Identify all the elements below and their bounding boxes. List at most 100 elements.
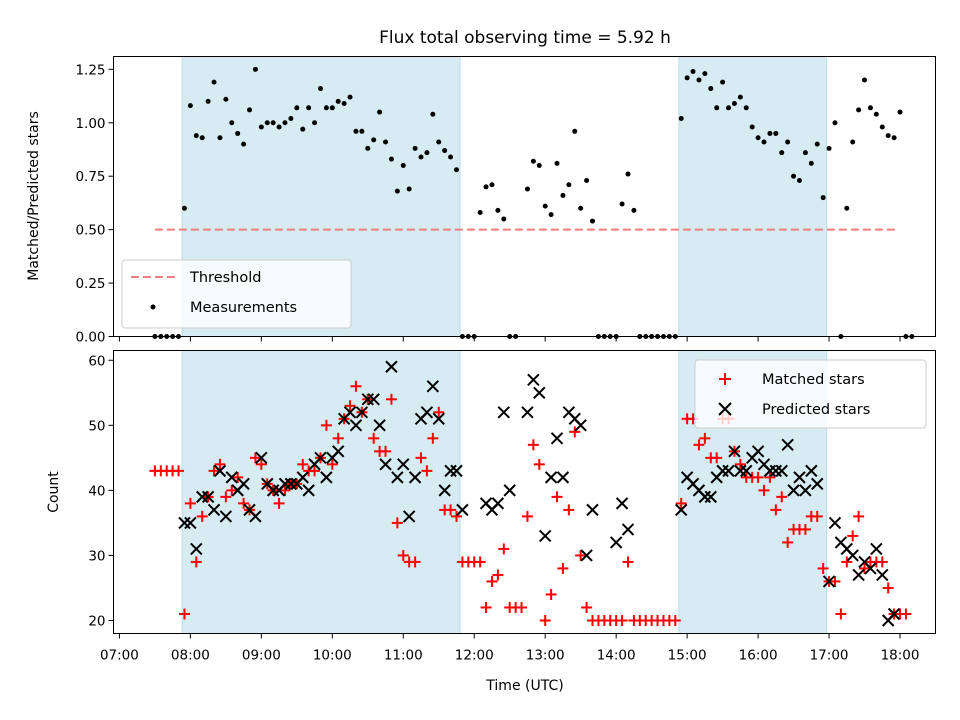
measurement-point [696,77,702,83]
y-tick-label: 0.00 [75,330,105,346]
predicted-star-point [491,497,505,510]
matched-star-point [533,458,545,470]
legend-predicted-swatch [718,402,732,416]
matched-star-point [758,484,770,496]
predicted-star-point [219,510,233,523]
matched-star-point [817,562,829,574]
measurement-point [560,192,566,198]
predicted-star-point [213,464,227,478]
measurement-point [791,173,797,179]
measurement-point [193,133,199,139]
measurement-point [247,107,253,113]
predicted-star-point [284,477,298,491]
measurement-point [619,201,625,207]
measurement-point [359,128,365,134]
predicted-star-point [195,490,209,504]
predicted-star-point [734,464,747,478]
matched-star-point [320,419,332,431]
bottom-legend-box [694,359,927,429]
measurement-point [548,212,554,218]
measurement-point [625,171,631,177]
predicted-star-point [379,458,392,471]
matched-star-point [699,432,711,444]
measurement-point [199,135,205,141]
x-tick-label: 07:00 [100,648,139,664]
predicted-star-point [361,393,374,406]
predicted-star-point [249,510,262,523]
matched-star-point [190,556,202,568]
y-tick-label: 1.00 [75,116,105,132]
predicted-star-point [343,406,357,419]
matched-star-point [859,562,871,574]
measurement-point [897,109,903,115]
predicted-star-point [876,568,889,582]
measurement-point [223,96,229,102]
matched-star-point [527,439,539,451]
matched-star-point [208,465,220,477]
legend-matched-label: Matched stars [762,372,865,388]
y-tick-label: 60 [88,353,105,369]
measurement-point [678,115,684,121]
predicted-star-point [432,412,445,426]
measurement-point [442,148,448,154]
measurement-point [211,79,217,85]
measurement-point [873,111,879,117]
y-tick-label: 0.75 [75,169,105,185]
matched-star-point [433,406,445,418]
bottom-plot-frame [113,350,936,634]
measurement-point [779,150,785,156]
measurement-point [258,124,264,130]
matched-star-point [811,510,823,522]
predicted-star-point [751,445,765,458]
predicted-star-point [550,432,564,445]
measurement-point [377,109,383,115]
matched-star-point [557,562,569,574]
measurement-point [388,156,394,162]
predicted-star-point [828,516,842,530]
measurement-point [731,101,737,107]
matched-star-point [427,432,439,444]
matched-star-point [368,432,380,444]
predicted-star-point [799,484,812,497]
measurement-point [749,124,755,130]
y-tick-label: 50 [88,418,105,434]
predicted-star-point [278,477,292,491]
measurement-point [584,177,590,183]
measurement-point [270,120,276,126]
matched-star-point [569,426,581,438]
predicted-star-point [367,393,380,406]
measurement-point [814,141,820,147]
measurement-point [241,141,247,147]
predicted-star-point [852,568,865,582]
matched-star-point [326,458,338,470]
predicted-star-point [621,523,635,536]
matched-star-point [238,497,250,509]
x-tick-label: 16:00 [739,648,778,664]
measurement-point [856,107,862,113]
measurement-point [885,133,891,139]
matched-star-point [474,556,486,568]
predicted-star-point [314,451,327,465]
measurement-point [590,218,596,224]
x-tick-label: 14:00 [597,648,636,664]
measurement-point [217,135,223,141]
matched-star-point [255,458,267,470]
predicted-star-point [497,406,511,419]
measurement-point [832,120,838,126]
measurement-point [453,167,459,173]
predicted-star-point [438,484,451,497]
matched-star-point [415,452,427,464]
predicted-star-point [586,503,599,517]
legend-predicted-label: Predicted stars [762,402,870,418]
predicted-star-point [864,562,877,575]
predicted-star-point [775,464,788,478]
y-tick-label: 30 [88,548,105,564]
predicted-star-point [349,419,363,432]
matched-star-point [770,504,782,516]
measurement-point [808,160,814,166]
measurement-point [708,86,714,92]
measurement-point [524,186,530,192]
predicted-star-point [822,575,836,588]
predicted-star-point [793,471,806,484]
predicted-star-point [391,471,404,484]
